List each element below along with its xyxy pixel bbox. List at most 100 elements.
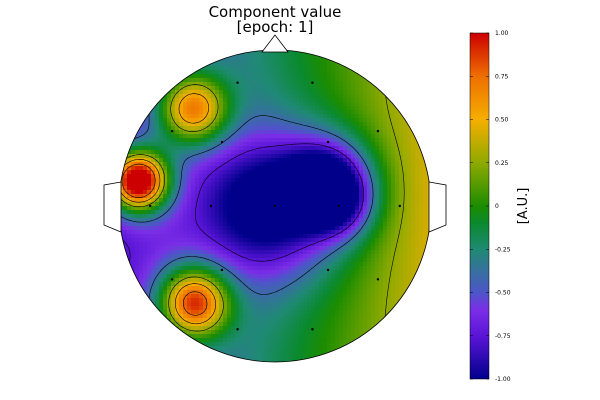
- heatmap-cell: [271, 282, 276, 287]
- heatmap-cell: [295, 130, 300, 135]
- heatmap-cell: [223, 110, 228, 115]
- heatmap-cell: [399, 154, 404, 159]
- heatmap-cell: [131, 226, 136, 231]
- heatmap-cell: [175, 214, 180, 219]
- heatmap-cell: [231, 318, 236, 323]
- heatmap-cell: [235, 98, 240, 103]
- heatmap-cell: [339, 58, 344, 63]
- heatmap-cell: [203, 294, 208, 299]
- heatmap-cell: [219, 254, 224, 259]
- heatmap-cell: [371, 282, 376, 287]
- heatmap-cell: [371, 238, 376, 243]
- heatmap-cell: [215, 298, 220, 303]
- heatmap-cell: [191, 278, 196, 283]
- heatmap-cell: [275, 62, 280, 67]
- heatmap-cell: [175, 234, 180, 239]
- heatmap-cell: [331, 150, 336, 155]
- heatmap-cell: [343, 130, 348, 135]
- heatmap-cell: [227, 170, 232, 175]
- heatmap-cell: [127, 230, 132, 235]
- heatmap-cell: [335, 258, 340, 263]
- heatmap-cell: [191, 150, 196, 155]
- heatmap-cell: [387, 110, 392, 115]
- heatmap-cell: [175, 178, 180, 183]
- heatmap-cell: [299, 230, 304, 235]
- heatmap-cell: [159, 122, 164, 127]
- heatmap-cell: [227, 130, 232, 135]
- heatmap-cell: [403, 258, 408, 263]
- heatmap-cell: [203, 254, 208, 259]
- heatmap-cell: [371, 242, 376, 247]
- heatmap-cell: [207, 206, 212, 211]
- heatmap-cell: [171, 246, 176, 251]
- heatmap-cell: [271, 98, 276, 103]
- heatmap-cell: [375, 290, 380, 295]
- heatmap-cell: [207, 270, 212, 275]
- heatmap-cell: [231, 238, 236, 243]
- heatmap-cell: [407, 282, 412, 287]
- heatmap-cell: [291, 326, 296, 331]
- heatmap-cell: [163, 118, 168, 123]
- heatmap-cell: [167, 118, 172, 123]
- heatmap-cell: [183, 174, 188, 179]
- heatmap-cell: [151, 234, 156, 239]
- heatmap-cell: [327, 294, 332, 299]
- heatmap-cell: [383, 102, 388, 107]
- heatmap-cell: [315, 114, 320, 119]
- heatmap-cell: [295, 226, 300, 231]
- heatmap-cell: [359, 326, 364, 331]
- heatmap-cell: [215, 178, 220, 183]
- heatmap-cell: [315, 286, 320, 291]
- heatmap-cell: [191, 318, 196, 323]
- heatmap-cell: [319, 118, 324, 123]
- heatmap-cell: [323, 214, 328, 219]
- heatmap-cell: [315, 66, 320, 71]
- heatmap-cell: [159, 218, 164, 223]
- heatmap-cell: [383, 162, 388, 167]
- heatmap-cell: [375, 326, 380, 331]
- heatmap-cell: [315, 62, 320, 67]
- heatmap-cell: [239, 186, 244, 191]
- heatmap-cell: [283, 258, 288, 263]
- heatmap-cell: [231, 290, 236, 295]
- heatmap-cell: [227, 266, 232, 271]
- heatmap-cell: [359, 134, 364, 139]
- heatmap-cell: [163, 110, 168, 115]
- heatmap-cell: [163, 114, 168, 119]
- heatmap-cell: [263, 150, 268, 155]
- heatmap-cell: [271, 114, 276, 119]
- heatmap-cell: [363, 258, 368, 263]
- heatmap-cell: [191, 310, 196, 315]
- heatmap-cell: [315, 314, 320, 319]
- heatmap-cell: [315, 78, 320, 83]
- heatmap-cell: [299, 74, 304, 79]
- heatmap-cell: [371, 258, 376, 263]
- heatmap-cell: [279, 58, 284, 63]
- heatmap-cell: [335, 246, 340, 251]
- heatmap-cell: [231, 82, 236, 87]
- heatmap-cell: [227, 82, 232, 87]
- heatmap-cell: [399, 114, 404, 119]
- heatmap-cell: [171, 114, 176, 119]
- heatmap-cell: [235, 346, 240, 351]
- heatmap-cell: [143, 254, 148, 259]
- heatmap-cell: [147, 150, 152, 155]
- heatmap-cell: [403, 234, 408, 239]
- heatmap-cell: [143, 154, 148, 159]
- heatmap-cell: [135, 214, 140, 219]
- heatmap-cell: [315, 346, 320, 351]
- heatmap-cell: [319, 82, 324, 87]
- heatmap-cell: [207, 158, 212, 163]
- heatmap-cell: [203, 274, 208, 279]
- heatmap-cell: [223, 346, 228, 351]
- heatmap-cell: [327, 94, 332, 99]
- heatmap-cell: [151, 306, 156, 311]
- heatmap-cell: [191, 266, 196, 271]
- heatmap-cell: [171, 290, 176, 295]
- heatmap-cell: [347, 174, 352, 179]
- heatmap-cell: [147, 286, 152, 291]
- heatmap-cell: [399, 194, 404, 199]
- heatmap-cell: [275, 90, 280, 95]
- heatmap-cell: [363, 126, 368, 131]
- heatmap-cell: [163, 146, 168, 151]
